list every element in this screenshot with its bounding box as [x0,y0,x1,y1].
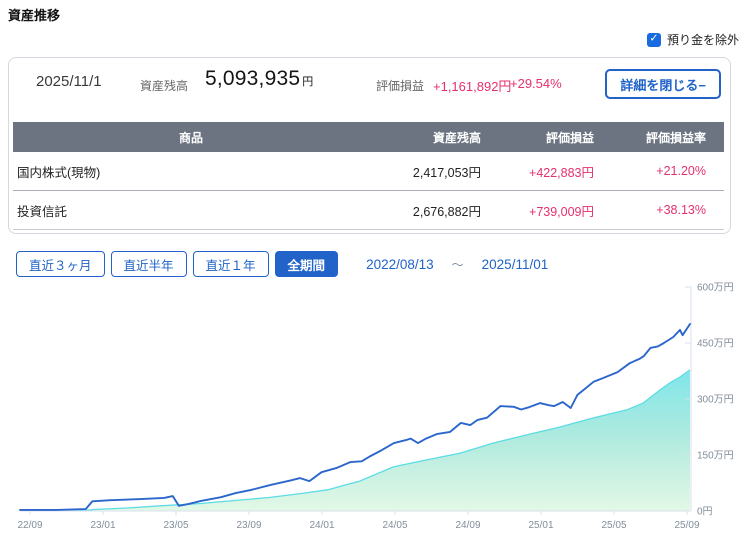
header-rate: 評価損益率 [645,130,706,145]
period-button-3months[interactable]: 直近３ヶ月 [16,251,105,277]
range-start-date[interactable]: 2022/08/13 [366,256,434,272]
balance-value: 5,093,935 円 [205,67,314,90]
balance-unit: 円 [302,76,314,88]
product-table: 商品 資産残高 評価損益 評価損益率 国内株式(現物) 2,417,053円 +… [13,122,724,230]
svg-text:25/09: 25/09 [674,520,699,531]
cell-product: 投資信託 [17,204,68,219]
table-header-row: 商品 資産残高 評価損益 評価損益率 [13,122,724,152]
close-detail-button[interactable]: 詳細を閉じる− [605,69,721,99]
summary-row: 2025/11/1 資産残高 5,093,935 円 評価損益 +1,161,89… [9,58,730,122]
range-separator: ～ [451,257,464,272]
pl-value: +1,161,892円 [433,79,512,94]
svg-text:0円: 0円 [697,507,713,518]
svg-text:23/01: 23/01 [90,520,115,531]
range-end-date[interactable]: 2025/11/01 [481,256,549,272]
exclude-deposit-checkbox-row[interactable]: ✓ 預り金を除外 [646,31,739,48]
balance-label: 資産残高 [140,79,189,93]
svg-text:25/01: 25/01 [528,520,553,531]
asset-history-chart: 0円 150万円 300万円 450万円 600万円 22/09 23/01 23/05 23/… [0,280,741,542]
chart-svg: 0円 150万円 300万円 450万円 600万円 22/09 23/01 23/05 23/… [17,283,734,532]
asset-summary-card: 2025/11/1 資産残高 5,093,935 円 評価損益 +1,161,89… [8,57,731,234]
date-range: 2022/08/13 ～ 2025/11/01 [366,256,548,273]
cell-pl: +739,009円 [529,204,594,219]
svg-text:23/05: 23/05 [163,520,188,531]
svg-text:25/05: 25/05 [601,520,626,531]
table-row: 投資信託 2,676,882円 +739,009円 +38.13% [13,191,724,230]
svg-text:24/01: 24/01 [309,520,334,531]
svg-text:450万円: 450万円 [697,339,734,350]
header-pl: 評価損益 [545,130,594,145]
period-button-all[interactable]: 全期間 [274,251,339,277]
cell-product: 国内株式(現物) [17,165,101,180]
pl-label: 評価損益 [376,79,425,93]
table-row: 国内株式(現物) 2,417,053円 +422,883円 +21.20% [13,152,724,191]
cell-pl: +422,883円 [529,165,594,180]
svg-text:300万円: 300万円 [697,395,734,406]
svg-text:150万円: 150万円 [697,451,734,462]
summary-date: 2025/11/1 [36,73,102,90]
pl-rate: +29.54% [510,76,562,91]
checkbox-checked-icon[interactable]: ✓ [646,32,661,47]
svg-text:600万円: 600万円 [697,283,734,294]
page-title: 資産推移 [8,8,61,23]
svg-text:23/09: 23/09 [236,520,261,531]
exclude-deposit-label: 預り金を除外 [666,33,739,47]
cell-rate: +21.20% [656,164,706,178]
cell-balance: 2,676,882円 [412,204,481,219]
period-button-1year[interactable]: 直近１年 [192,251,269,277]
period-button-6months[interactable]: 直近半年 [110,251,187,277]
header-balance: 資産残高 [432,130,481,145]
period-selector: 直近３ヶ月 直近半年 直近１年 全期間 2022/08/13 ～ 2025/11… [16,251,548,277]
cell-balance: 2,417,053円 [412,165,481,180]
cell-rate: +38.13% [656,203,706,217]
header-product: 商品 [178,130,203,145]
check-icon: ✓ [649,32,659,45]
svg-text:24/09: 24/09 [455,520,480,531]
svg-text:24/05: 24/05 [382,520,407,531]
svg-text:22/09: 22/09 [17,520,42,531]
